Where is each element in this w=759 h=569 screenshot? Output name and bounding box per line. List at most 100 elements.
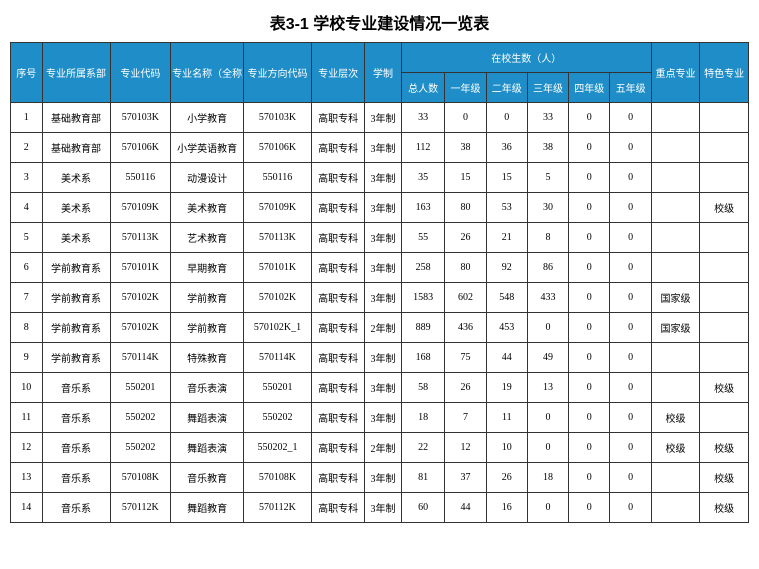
cell-dir: 550202_1 [243,433,311,463]
cell-g1: 15 [445,163,486,193]
cell-idx: 8 [11,313,43,343]
cell-g2: 453 [486,313,527,343]
cell-g1: 37 [445,463,486,493]
cell-g3: 5 [527,163,568,193]
cell-g1: 436 [445,313,486,343]
cell-idx: 5 [11,223,43,253]
cell-g4: 0 [569,463,610,493]
cell-dept: 学前教育系 [42,253,110,283]
table-body: 1基础教育部570103K小学教育570103K高职专科3年制330033002… [11,103,749,523]
cell-g3: 0 [527,493,568,523]
table-row: 11音乐系550202舞蹈表演550202高职专科3年制18711000校级 [11,403,749,433]
table-row: 10音乐系550201音乐表演550201高职专科3年制5826191300校级 [11,373,749,403]
cell-feat [700,313,749,343]
cell-name: 音乐教育 [171,463,244,493]
cell-g5: 0 [610,103,651,133]
cell-code: 550116 [110,163,171,193]
cell-g1: 0 [445,103,486,133]
cell-idx: 3 [11,163,43,193]
cell-g4: 0 [569,313,610,343]
cell-feat: 校级 [700,463,749,493]
cell-idx: 2 [11,133,43,163]
cell-g5: 0 [610,223,651,253]
cell-idx: 14 [11,493,43,523]
cell-g4: 0 [569,493,610,523]
col-idx: 序号 [11,43,43,103]
cell-g4: 0 [569,253,610,283]
cell-code: 570108K [110,463,171,493]
col-level: 专业层次 [311,43,364,103]
cell-sys: 3年制 [365,163,401,193]
table-row: 5美术系570113K艺术教育570113K高职专科3年制552621800 [11,223,749,253]
cell-g2: 19 [486,373,527,403]
cell-feat [700,103,749,133]
cell-dir: 570103K [243,103,311,133]
cell-dir: 570108K [243,463,311,493]
cell-g1: 26 [445,373,486,403]
col-dept: 专业所属系部 [42,43,110,103]
cell-code: 570112K [110,493,171,523]
cell-name: 特殊教育 [171,343,244,373]
cell-g3: 433 [527,283,568,313]
table-row: 3美术系550116动漫设计550116高职专科3年制351515500 [11,163,749,193]
cell-dir: 570113K [243,223,311,253]
cell-g1: 75 [445,343,486,373]
cell-code: 550202 [110,433,171,463]
cell-code: 570101K [110,253,171,283]
col-g3: 三年级 [527,73,568,103]
col-system: 学制 [365,43,401,103]
cell-code: 570106K [110,133,171,163]
cell-level: 高职专科 [311,193,364,223]
cell-code: 550201 [110,373,171,403]
cell-g1: 44 [445,493,486,523]
cell-g2: 11 [486,403,527,433]
cell-dir: 570112K [243,493,311,523]
cell-g3: 86 [527,253,568,283]
cell-g5: 0 [610,433,651,463]
cell-g1: 38 [445,133,486,163]
cell-g4: 0 [569,103,610,133]
cell-level: 高职专科 [311,433,364,463]
cell-key [651,253,700,283]
cell-dept: 学前教育系 [42,313,110,343]
cell-level: 高职专科 [311,133,364,163]
cell-code: 570103K [110,103,171,133]
cell-tot: 55 [401,223,445,253]
table-row: 6学前教育系570101K早期教育570101K高职专科3年制258809286… [11,253,749,283]
cell-dir: 570102K_1 [243,313,311,343]
cell-dir: 570114K [243,343,311,373]
cell-sys: 3年制 [365,403,401,433]
cell-name: 美术教育 [171,193,244,223]
cell-level: 高职专科 [311,493,364,523]
col-g1: 一年级 [445,73,486,103]
cell-name: 舞蹈表演 [171,403,244,433]
cell-name: 舞蹈表演 [171,433,244,463]
cell-feat [700,163,749,193]
cell-sys: 3年制 [365,343,401,373]
cell-key [651,133,700,163]
cell-g5: 0 [610,313,651,343]
cell-g2: 548 [486,283,527,313]
cell-g1: 80 [445,193,486,223]
cell-level: 高职专科 [311,313,364,343]
cell-g1: 7 [445,403,486,433]
cell-g2: 26 [486,463,527,493]
cell-code: 570109K [110,193,171,223]
cell-level: 高职专科 [311,283,364,313]
table-row: 1基础教育部570103K小学教育570103K高职专科3年制33003300 [11,103,749,133]
cell-g3: 0 [527,313,568,343]
cell-g2: 92 [486,253,527,283]
cell-idx: 1 [11,103,43,133]
cell-level: 高职专科 [311,103,364,133]
cell-idx: 12 [11,433,43,463]
cell-code: 550202 [110,403,171,433]
col-key: 重点专业 [651,43,700,103]
cell-key: 校级 [651,403,700,433]
cell-name: 早期教育 [171,253,244,283]
cell-dept: 基础教育部 [42,133,110,163]
table-row: 4美术系570109K美术教育570109K高职专科3年制16380533000… [11,193,749,223]
cell-feat [700,283,749,313]
cell-feat [700,253,749,283]
cell-g5: 0 [610,193,651,223]
cell-g4: 0 [569,163,610,193]
